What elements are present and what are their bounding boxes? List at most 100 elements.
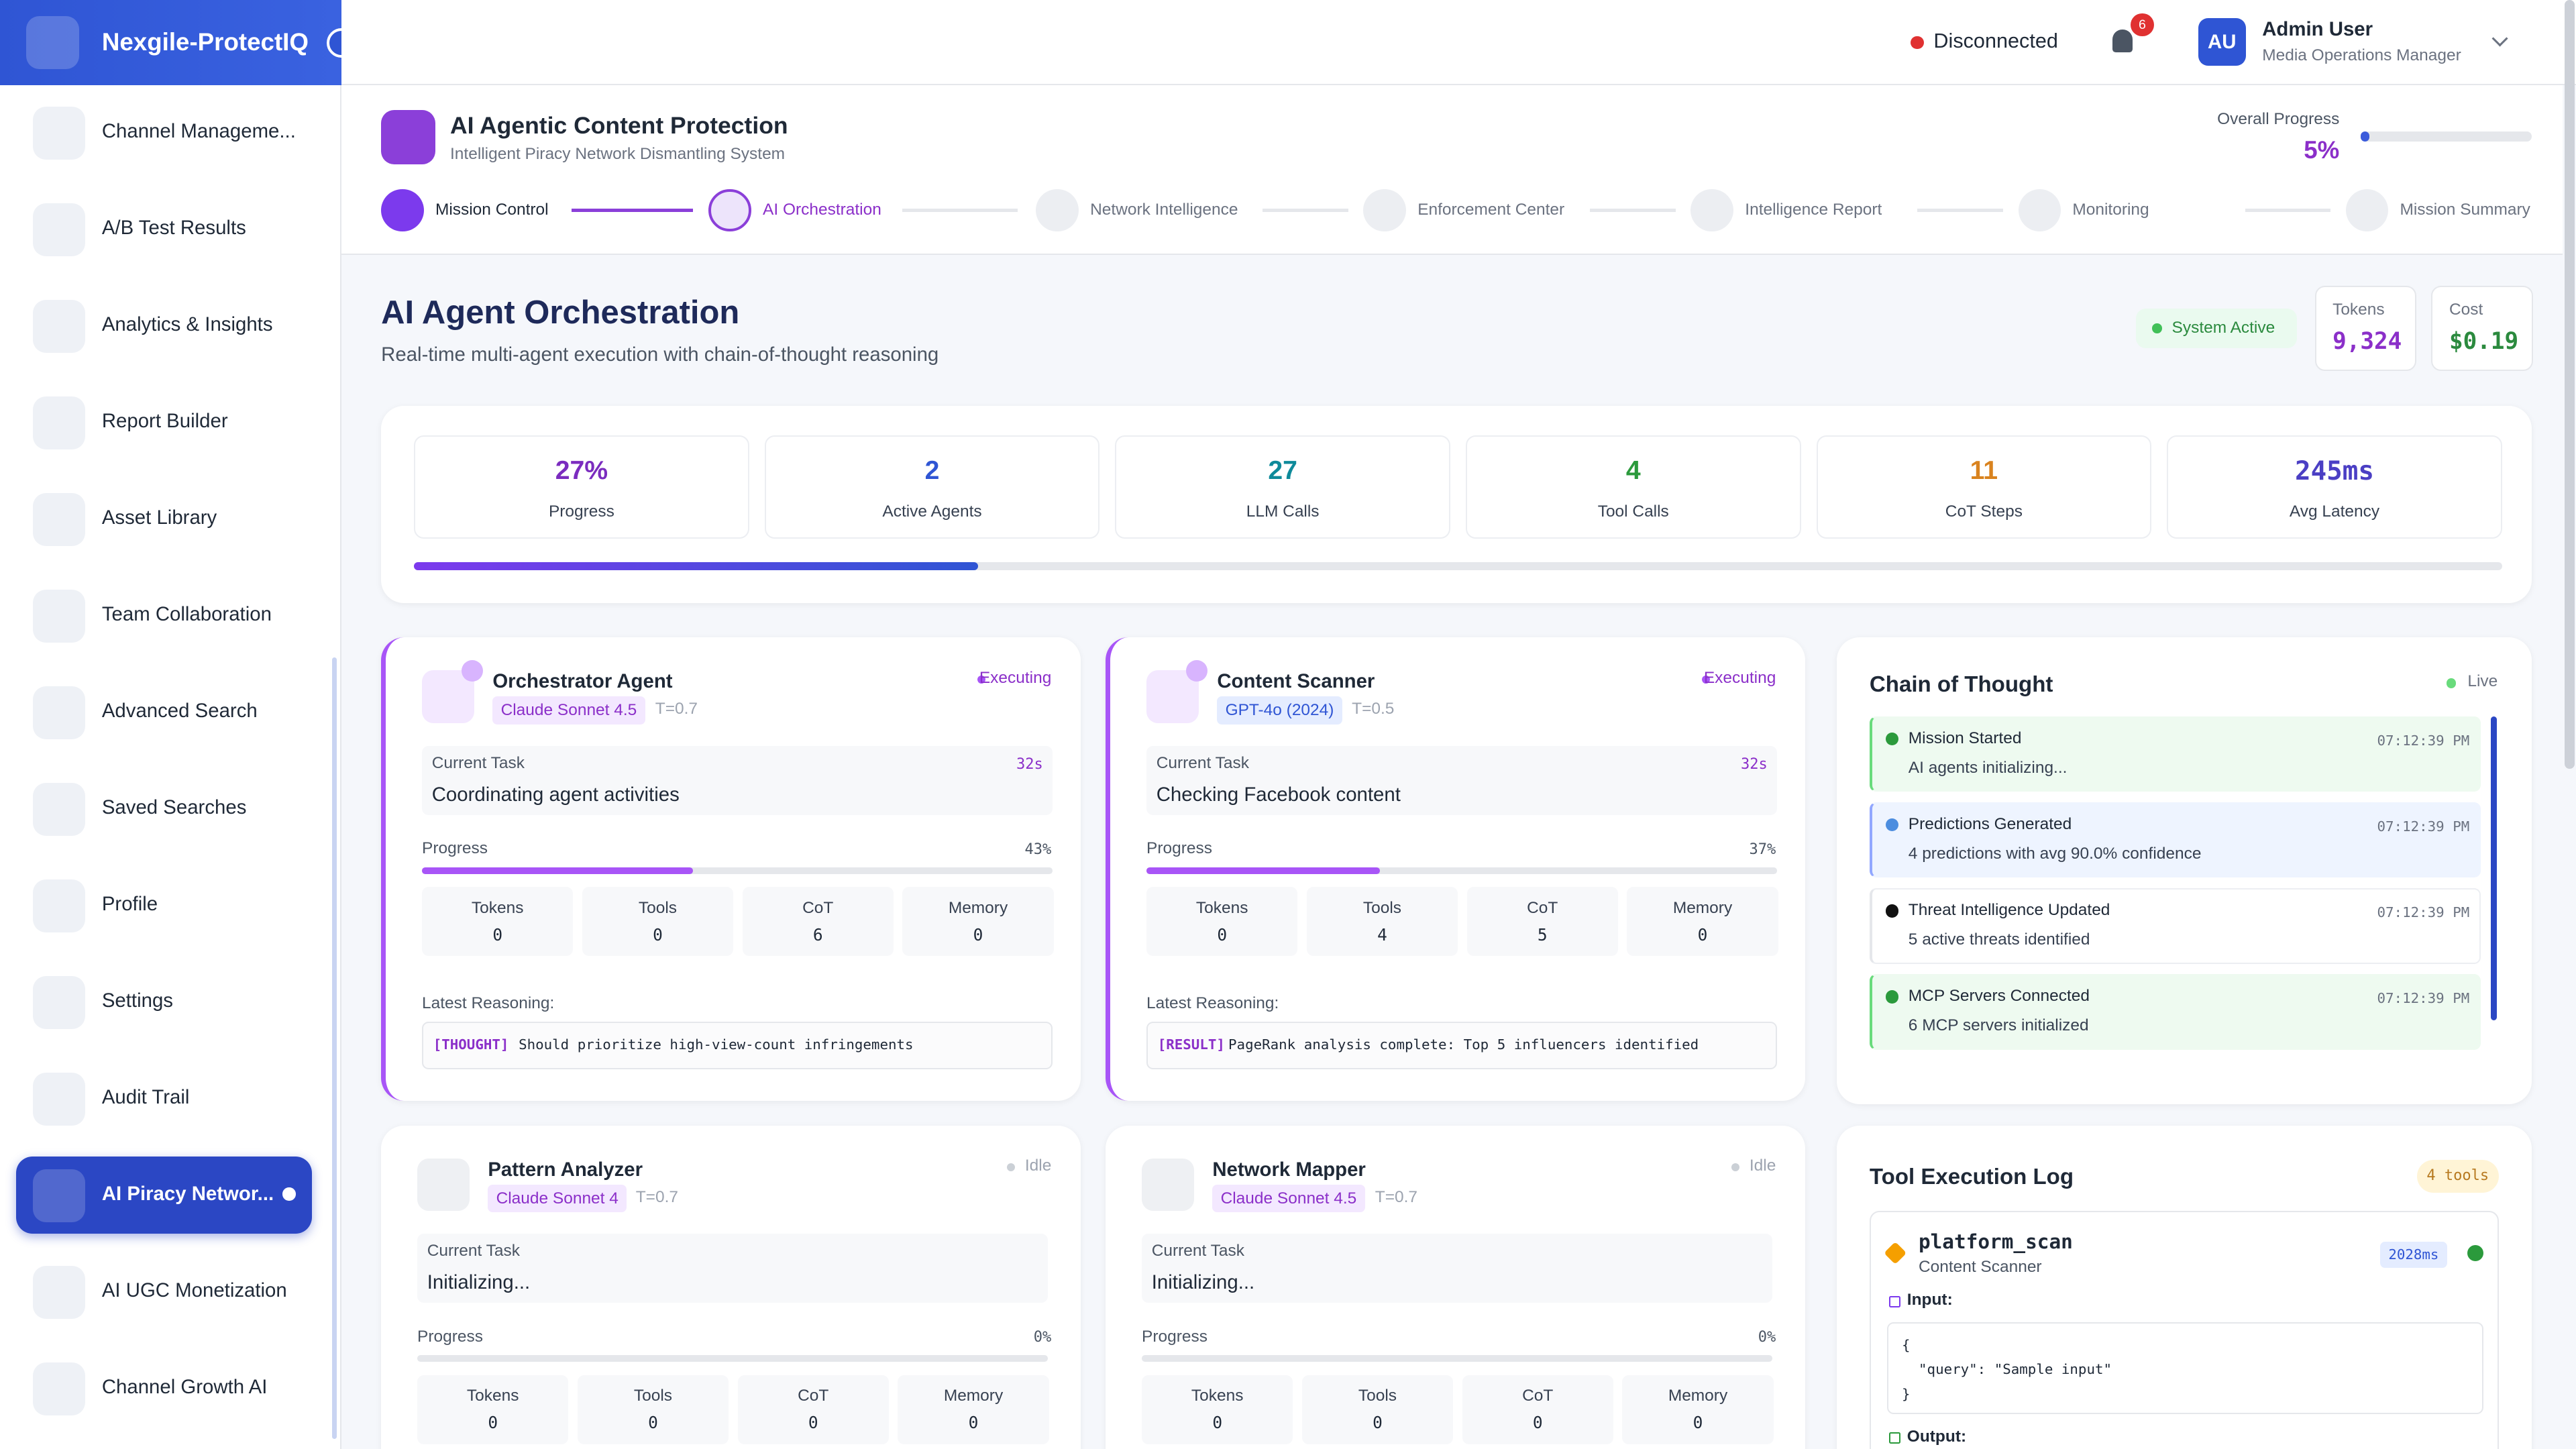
user-menu[interactable] — [2491, 30, 2508, 47]
nav-icon — [32, 203, 86, 256]
step-circle[interactable] — [1363, 189, 1407, 232]
nav-item[interactable]: Asset Library — [16, 480, 312, 557]
progress-value: 0% — [1033, 1329, 1052, 1346]
step-connector — [1590, 209, 1676, 212]
metric-value: 0 — [488, 1413, 498, 1433]
tool-count: 4 tools — [2416, 1159, 2499, 1193]
step-label[interactable]: Intelligence Report — [1745, 200, 1882, 219]
user-name: Admin User — [2262, 17, 2373, 40]
metric-label: Tokens — [1195, 898, 1248, 917]
chain-item: Threat Intelligence Updated 07:12:39 PM 5 … — [1869, 888, 2481, 964]
tool-success — [2467, 1244, 2484, 1262]
metric-value: 0 — [973, 924, 983, 945]
nav-item[interactable]: Channel Manageme... — [16, 94, 312, 171]
nav-label: Asset Library — [101, 506, 217, 529]
step-connector — [2245, 209, 2330, 212]
step-circle[interactable] — [708, 189, 751, 232]
nav-icon — [32, 1073, 86, 1126]
stat-value: 2 — [924, 456, 940, 486]
nav-item[interactable]: Channel Growth AI — [16, 1350, 312, 1427]
step-label[interactable]: Monitoring — [2072, 200, 2149, 219]
step-circle[interactable] — [1036, 189, 1079, 232]
step-label[interactable]: Mission Control — [435, 200, 549, 219]
agent-temp: T=0.7 — [635, 1187, 678, 1206]
connection-status: Disconnected — [1933, 30, 2058, 53]
stat-value: 4 — [1625, 456, 1641, 486]
nav-item[interactable]: Settings — [16, 963, 312, 1040]
step-circle[interactable] — [2345, 189, 2389, 232]
metric-label: Memory — [1672, 898, 1733, 917]
task-label: Current Task — [1151, 1242, 1244, 1260]
reasoning-text: PageRank analysis complete: Top 5 influe… — [1228, 1036, 1699, 1053]
system-status: System Active — [2135, 309, 2297, 349]
step-label[interactable]: Network Intelligence — [1090, 200, 1238, 219]
metric-label: Tools — [638, 898, 677, 917]
step-circle[interactable] — [2018, 189, 2061, 232]
metric-value: 0 — [653, 924, 663, 945]
step-circle[interactable] — [381, 189, 424, 232]
agent-status: Executing — [1703, 668, 1776, 687]
agent-status-dot — [1702, 675, 1711, 684]
step-label[interactable]: Mission Summary — [2400, 200, 2530, 219]
step-label[interactable]: Enforcement Center — [1417, 200, 1565, 219]
system-dot — [2152, 323, 2162, 334]
nav-icon — [32, 300, 86, 353]
step-label[interactable]: AI Orchestration — [763, 200, 881, 219]
stat-value: 27 — [1268, 456, 1297, 486]
user-role: Media Operations Manager — [2262, 46, 2461, 64]
metric-value: 4 — [1377, 924, 1387, 945]
agent-status: Executing — [979, 668, 1052, 687]
agent-status: Idle — [1024, 1157, 1052, 1175]
nav-icon — [32, 493, 86, 546]
nav-item[interactable]: Advanced Search — [16, 674, 312, 751]
metric-value: 5 — [1537, 924, 1548, 945]
nav-label: Report Builder — [101, 409, 228, 432]
stat-label: CoT Steps — [1945, 502, 2023, 521]
agent-temp: T=0.5 — [1352, 700, 1395, 718]
avatar[interactable]: AU — [2198, 17, 2246, 66]
stat-label: Tool Calls — [1597, 502, 1669, 521]
metric-tile: CoT 6 — [742, 887, 894, 957]
metric-label: Tokens — [1191, 1386, 1244, 1405]
input-icon — [1888, 1295, 1900, 1307]
task-text: Initializing... — [1151, 1271, 1255, 1294]
chain-icon — [1885, 818, 1899, 832]
progress-label: Progress — [1142, 1327, 1208, 1346]
nav-item[interactable]: Report Builder — [16, 384, 312, 461]
nav-item[interactable]: Team Collaboration — [16, 577, 312, 654]
reasoning-label: Latest Reasoning: — [1146, 994, 1279, 1012]
step-circle[interactable] — [1690, 189, 1734, 232]
agent-pulse — [1185, 660, 1208, 682]
chain-item-desc: AI agents initializing... — [1908, 758, 2068, 777]
section-subtitle: Real-time multi-agent execution with cha… — [381, 343, 939, 366]
chain-item-title: Predictions Generated — [1908, 814, 2072, 833]
agent-status-dot — [1007, 1163, 1016, 1172]
cost-value: $0.19 — [2449, 328, 2519, 356]
nav-item[interactable]: A/B Test Results — [16, 191, 312, 268]
metric-label: Tools — [633, 1386, 672, 1405]
metric-value: 0 — [648, 1413, 658, 1433]
stats-progress-bar — [414, 561, 2502, 570]
bell[interactable] — [2112, 30, 2133, 53]
nav-item[interactable]: Audit Trail — [16, 1060, 312, 1137]
chain-title: Chain of Thought — [1869, 672, 2053, 697]
stat-tile: 11 CoT Steps — [1816, 435, 2152, 539]
stats-card: 27% Progress 2 Active Agents 27 LLM Calls 4 Too… — [381, 405, 2532, 603]
metric-tile: CoT 5 — [1466, 887, 1618, 957]
nav-item[interactable]: AI UGC Monetization — [16, 1253, 312, 1330]
nav-label: Analytics & Insights — [101, 313, 273, 335]
tool-icon — [1884, 1241, 1907, 1265]
nav-item[interactable]: AI Piracy Networ... — [16, 1156, 313, 1234]
nav-item[interactable]: Profile — [16, 867, 312, 944]
page-scrollbar — [2564, 0, 2575, 769]
task-box: Current Task Coordinating agent activitie… — [422, 745, 1053, 815]
tool-duration: 2028ms — [2380, 1241, 2447, 1269]
metric-tile: CoT 0 — [1462, 1375, 1613, 1444]
scrollbar — [331, 657, 337, 1440]
task-label: Current Task — [427, 1242, 520, 1260]
nav-item[interactable]: Analytics & Insights — [16, 287, 312, 364]
agent-model: Claude Sonnet 4.5 — [492, 696, 645, 724]
system-label: System Active — [2171, 319, 2275, 337]
nav-item[interactable]: Saved Searches — [16, 770, 312, 847]
active-dot — [282, 1187, 296, 1201]
